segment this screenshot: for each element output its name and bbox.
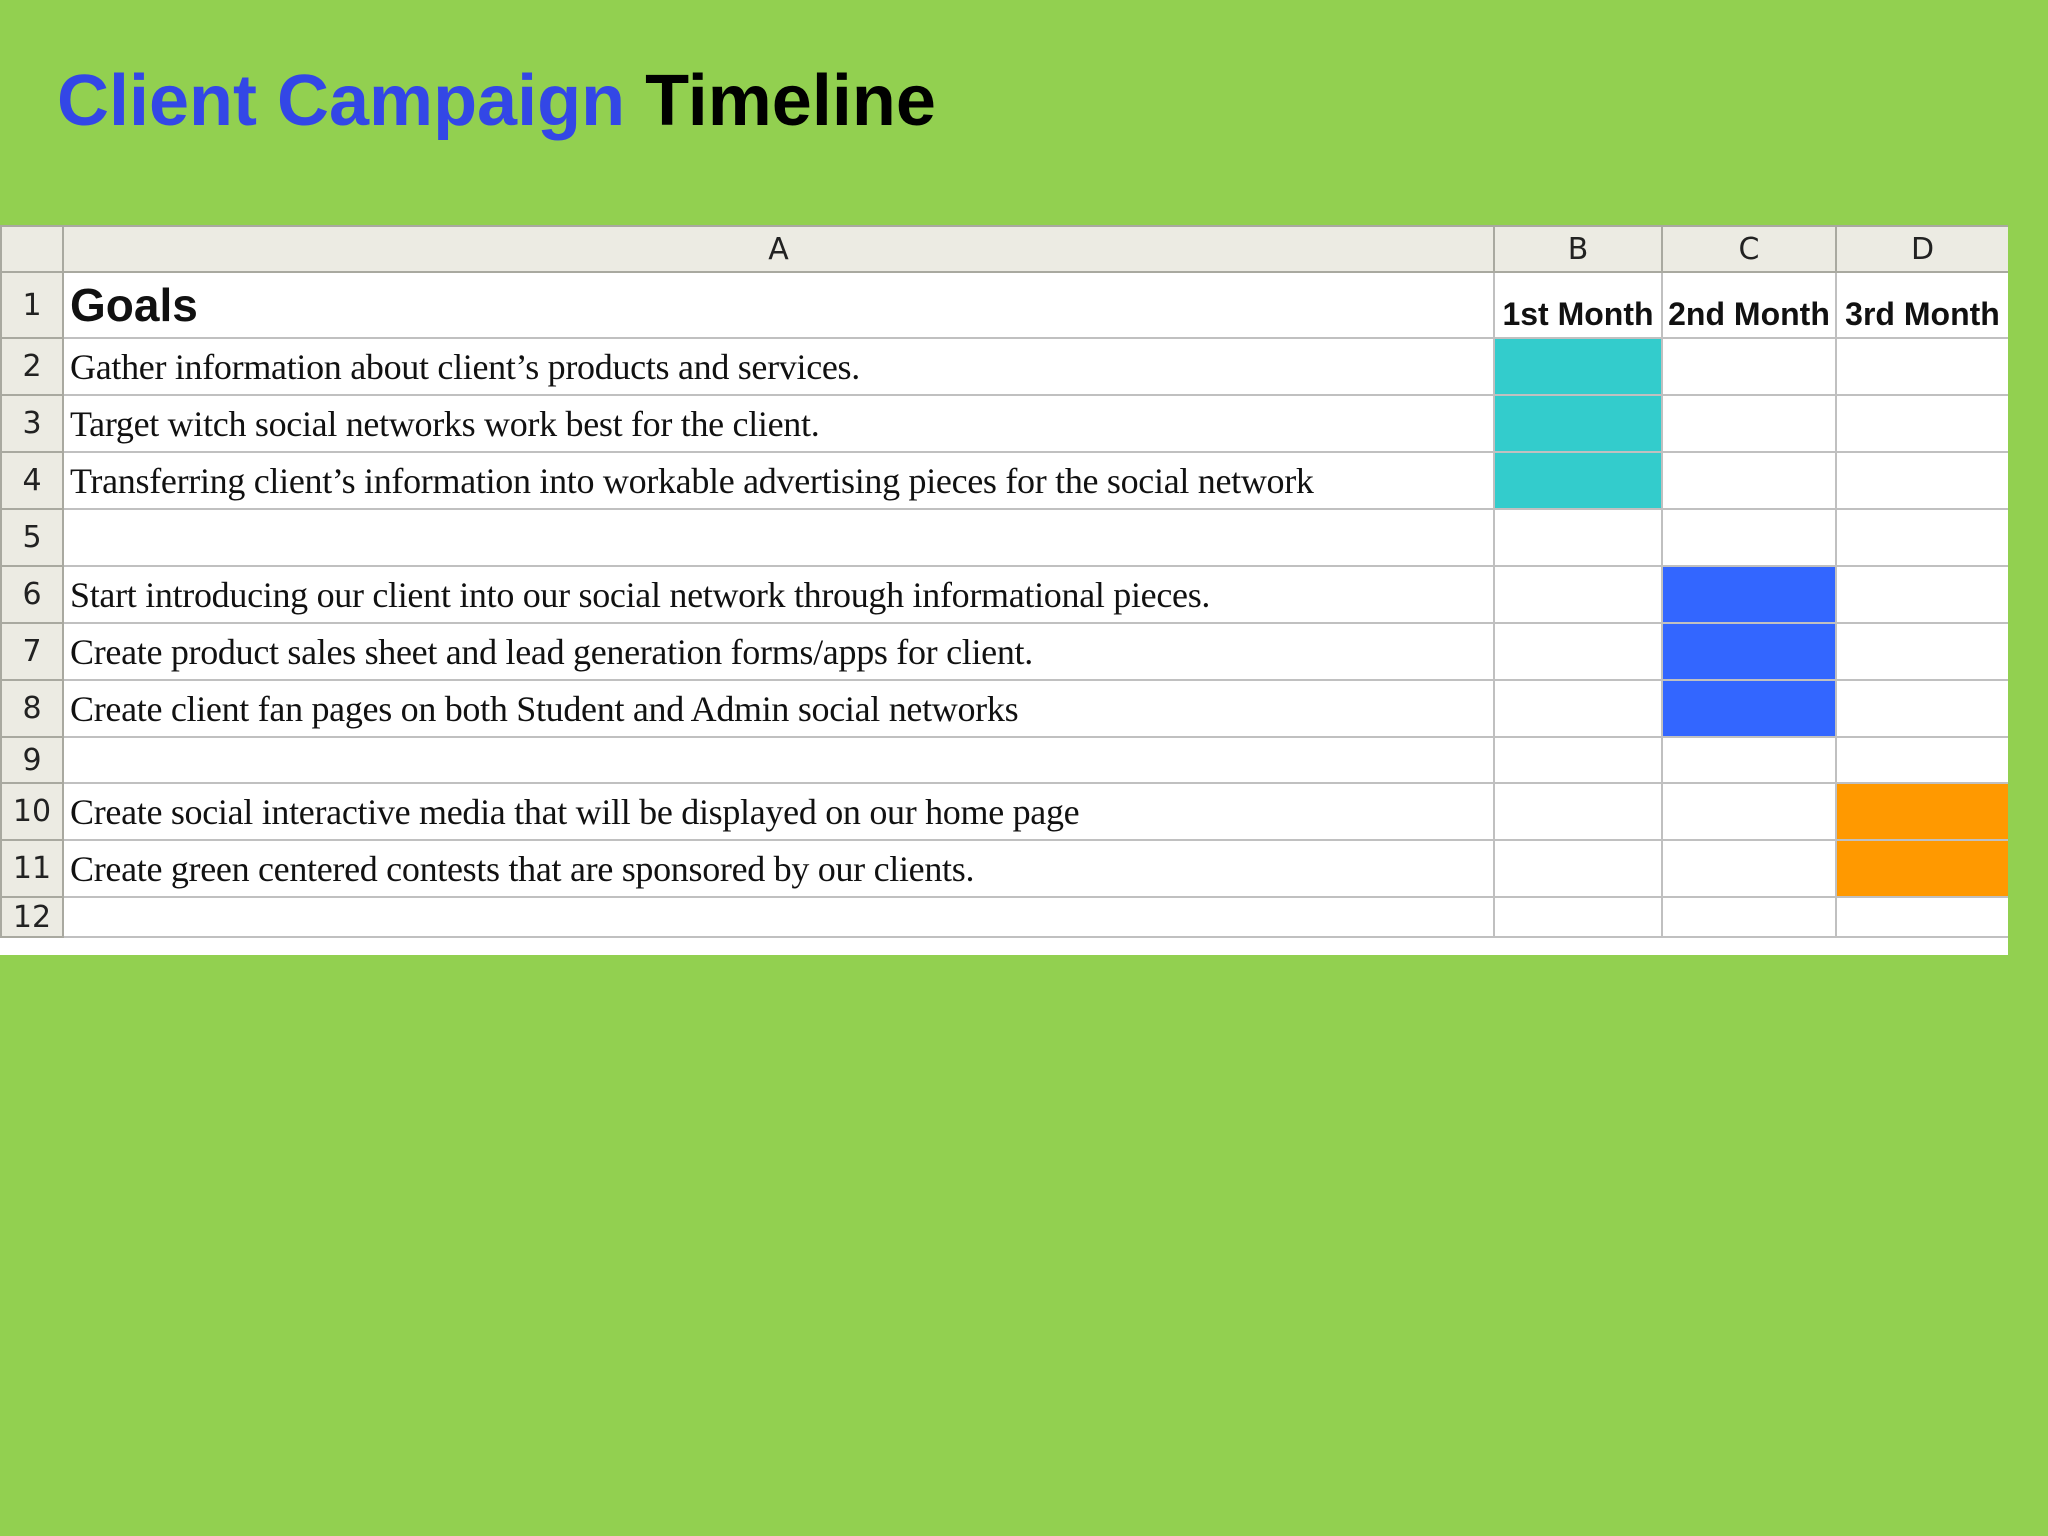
goal-cell[interactable]: Transferring client’s information into w… xyxy=(62,451,1495,510)
table-row: 12 xyxy=(0,896,2008,938)
goal-cell[interactable]: Create client fan pages on both Student … xyxy=(62,679,1495,738)
goal-cell[interactable]: Create social interactive media that wil… xyxy=(62,782,1495,841)
timeline-cell-month2[interactable] xyxy=(1661,896,1837,938)
table-row: 4 Transferring client’s information into… xyxy=(0,451,2008,510)
goal-cell[interactable]: Gather information about client’s produc… xyxy=(62,337,1495,396)
timeline-cell-month2[interactable] xyxy=(1661,508,1837,567)
table-row: 9 xyxy=(0,736,2008,784)
goal-cell[interactable]: Target witch social networks work best f… xyxy=(62,394,1495,453)
column-header-d[interactable]: D xyxy=(1835,225,2008,273)
row-header[interactable]: 8 xyxy=(0,679,64,738)
row-header[interactable]: 3 xyxy=(0,394,64,453)
column-header-c[interactable]: C xyxy=(1661,225,1837,273)
timeline-cell-month3[interactable] xyxy=(1835,508,2008,567)
goals-header-cell[interactable]: Goals xyxy=(62,271,1495,339)
timeline-cell-month3[interactable] xyxy=(1835,337,2008,396)
timeline-cell-month1[interactable] xyxy=(1493,782,1663,841)
column-header-b[interactable]: B xyxy=(1493,225,1663,273)
timeline-cell-month1[interactable] xyxy=(1493,839,1663,898)
spreadsheet-grid: A B C D 1 Goals 1st Month 2nd Month 3rd … xyxy=(0,225,2008,938)
table-row: 3 Target witch social networks work best… xyxy=(0,394,2008,453)
timeline-cell-month3[interactable] xyxy=(1835,896,2008,938)
title-part-timeline: Timeline xyxy=(645,61,936,141)
timeline-cell-month3[interactable] xyxy=(1835,736,2008,784)
spreadsheet: A B C D 1 Goals 1st Month 2nd Month 3rd … xyxy=(0,225,2008,955)
timeline-cell-month3[interactable] xyxy=(1835,565,2008,624)
timeline-cell-month2[interactable] xyxy=(1661,394,1837,453)
timeline-cell-month2[interactable] xyxy=(1661,337,1837,396)
row-header[interactable]: 9 xyxy=(0,736,64,784)
timeline-cell-month2[interactable] xyxy=(1661,679,1837,738)
row-header[interactable]: 11 xyxy=(0,839,64,898)
row-header[interactable]: 7 xyxy=(0,622,64,681)
slide-title: Client Campaign Timeline xyxy=(57,58,936,144)
timeline-cell-month2[interactable] xyxy=(1661,736,1837,784)
row-header[interactable]: 6 xyxy=(0,565,64,624)
goal-cell[interactable]: Create product sales sheet and lead gene… xyxy=(62,622,1495,681)
timeline-cell-month1[interactable] xyxy=(1493,451,1663,510)
timeline-cell-month2[interactable] xyxy=(1661,565,1837,624)
month-1-header-cell[interactable]: 1st Month xyxy=(1493,271,1663,339)
table-row: 11 Create green centered contests that a… xyxy=(0,839,2008,898)
row-header[interactable]: 12 xyxy=(0,896,64,938)
timeline-cell-month2[interactable] xyxy=(1661,622,1837,681)
timeline-cell-month1[interactable] xyxy=(1493,622,1663,681)
timeline-cell-month2[interactable] xyxy=(1661,782,1837,841)
table-row: 8 Create client fan pages on both Studen… xyxy=(0,679,2008,738)
timeline-cell-month3[interactable] xyxy=(1835,451,2008,510)
table-row: 10 Create social interactive media that … xyxy=(0,782,2008,841)
timeline-cell-month3[interactable] xyxy=(1835,622,2008,681)
timeline-cell-month3[interactable] xyxy=(1835,839,2008,898)
column-header-a[interactable]: A xyxy=(62,225,1495,273)
row-header[interactable]: 10 xyxy=(0,782,64,841)
title-part-client-campaign: Client Campaign xyxy=(57,61,626,141)
timeline-cell-month3[interactable] xyxy=(1835,782,2008,841)
month-2-header-cell[interactable]: 2nd Month xyxy=(1661,271,1837,339)
row-header[interactable]: 4 xyxy=(0,451,64,510)
timeline-cell-month1[interactable] xyxy=(1493,394,1663,453)
timeline-cell-month1[interactable] xyxy=(1493,565,1663,624)
timeline-cell-month2[interactable] xyxy=(1661,839,1837,898)
timeline-cell-month1[interactable] xyxy=(1493,736,1663,784)
goal-cell[interactable] xyxy=(62,508,1495,567)
table-row: 7 Create product sales sheet and lead ge… xyxy=(0,622,2008,681)
table-row: 6 Start introducing our client into our … xyxy=(0,565,2008,624)
goal-cell[interactable] xyxy=(62,896,1495,938)
goal-cell[interactable]: Start introducing our client into our so… xyxy=(62,565,1495,624)
select-all-corner[interactable] xyxy=(0,225,64,273)
goal-cell[interactable] xyxy=(62,736,1495,784)
timeline-cell-month1[interactable] xyxy=(1493,896,1663,938)
row-header[interactable]: 5 xyxy=(0,508,64,567)
timeline-cell-month1[interactable] xyxy=(1493,337,1663,396)
table-row: 2 Gather information about client’s prod… xyxy=(0,337,2008,396)
goal-cell[interactable]: Create green centered contests that are … xyxy=(62,839,1495,898)
timeline-cell-month3[interactable] xyxy=(1835,394,2008,453)
timeline-cell-month1[interactable] xyxy=(1493,679,1663,738)
timeline-cell-month3[interactable] xyxy=(1835,679,2008,738)
timeline-cell-month2[interactable] xyxy=(1661,451,1837,510)
table-row: 1 Goals 1st Month 2nd Month 3rd Month xyxy=(0,271,2008,339)
row-header-1[interactable]: 1 xyxy=(0,271,64,339)
table-row: 5 xyxy=(0,508,2008,567)
month-3-header-cell[interactable]: 3rd Month xyxy=(1835,271,2008,339)
timeline-cell-month1[interactable] xyxy=(1493,508,1663,567)
row-header[interactable]: 2 xyxy=(0,337,64,396)
